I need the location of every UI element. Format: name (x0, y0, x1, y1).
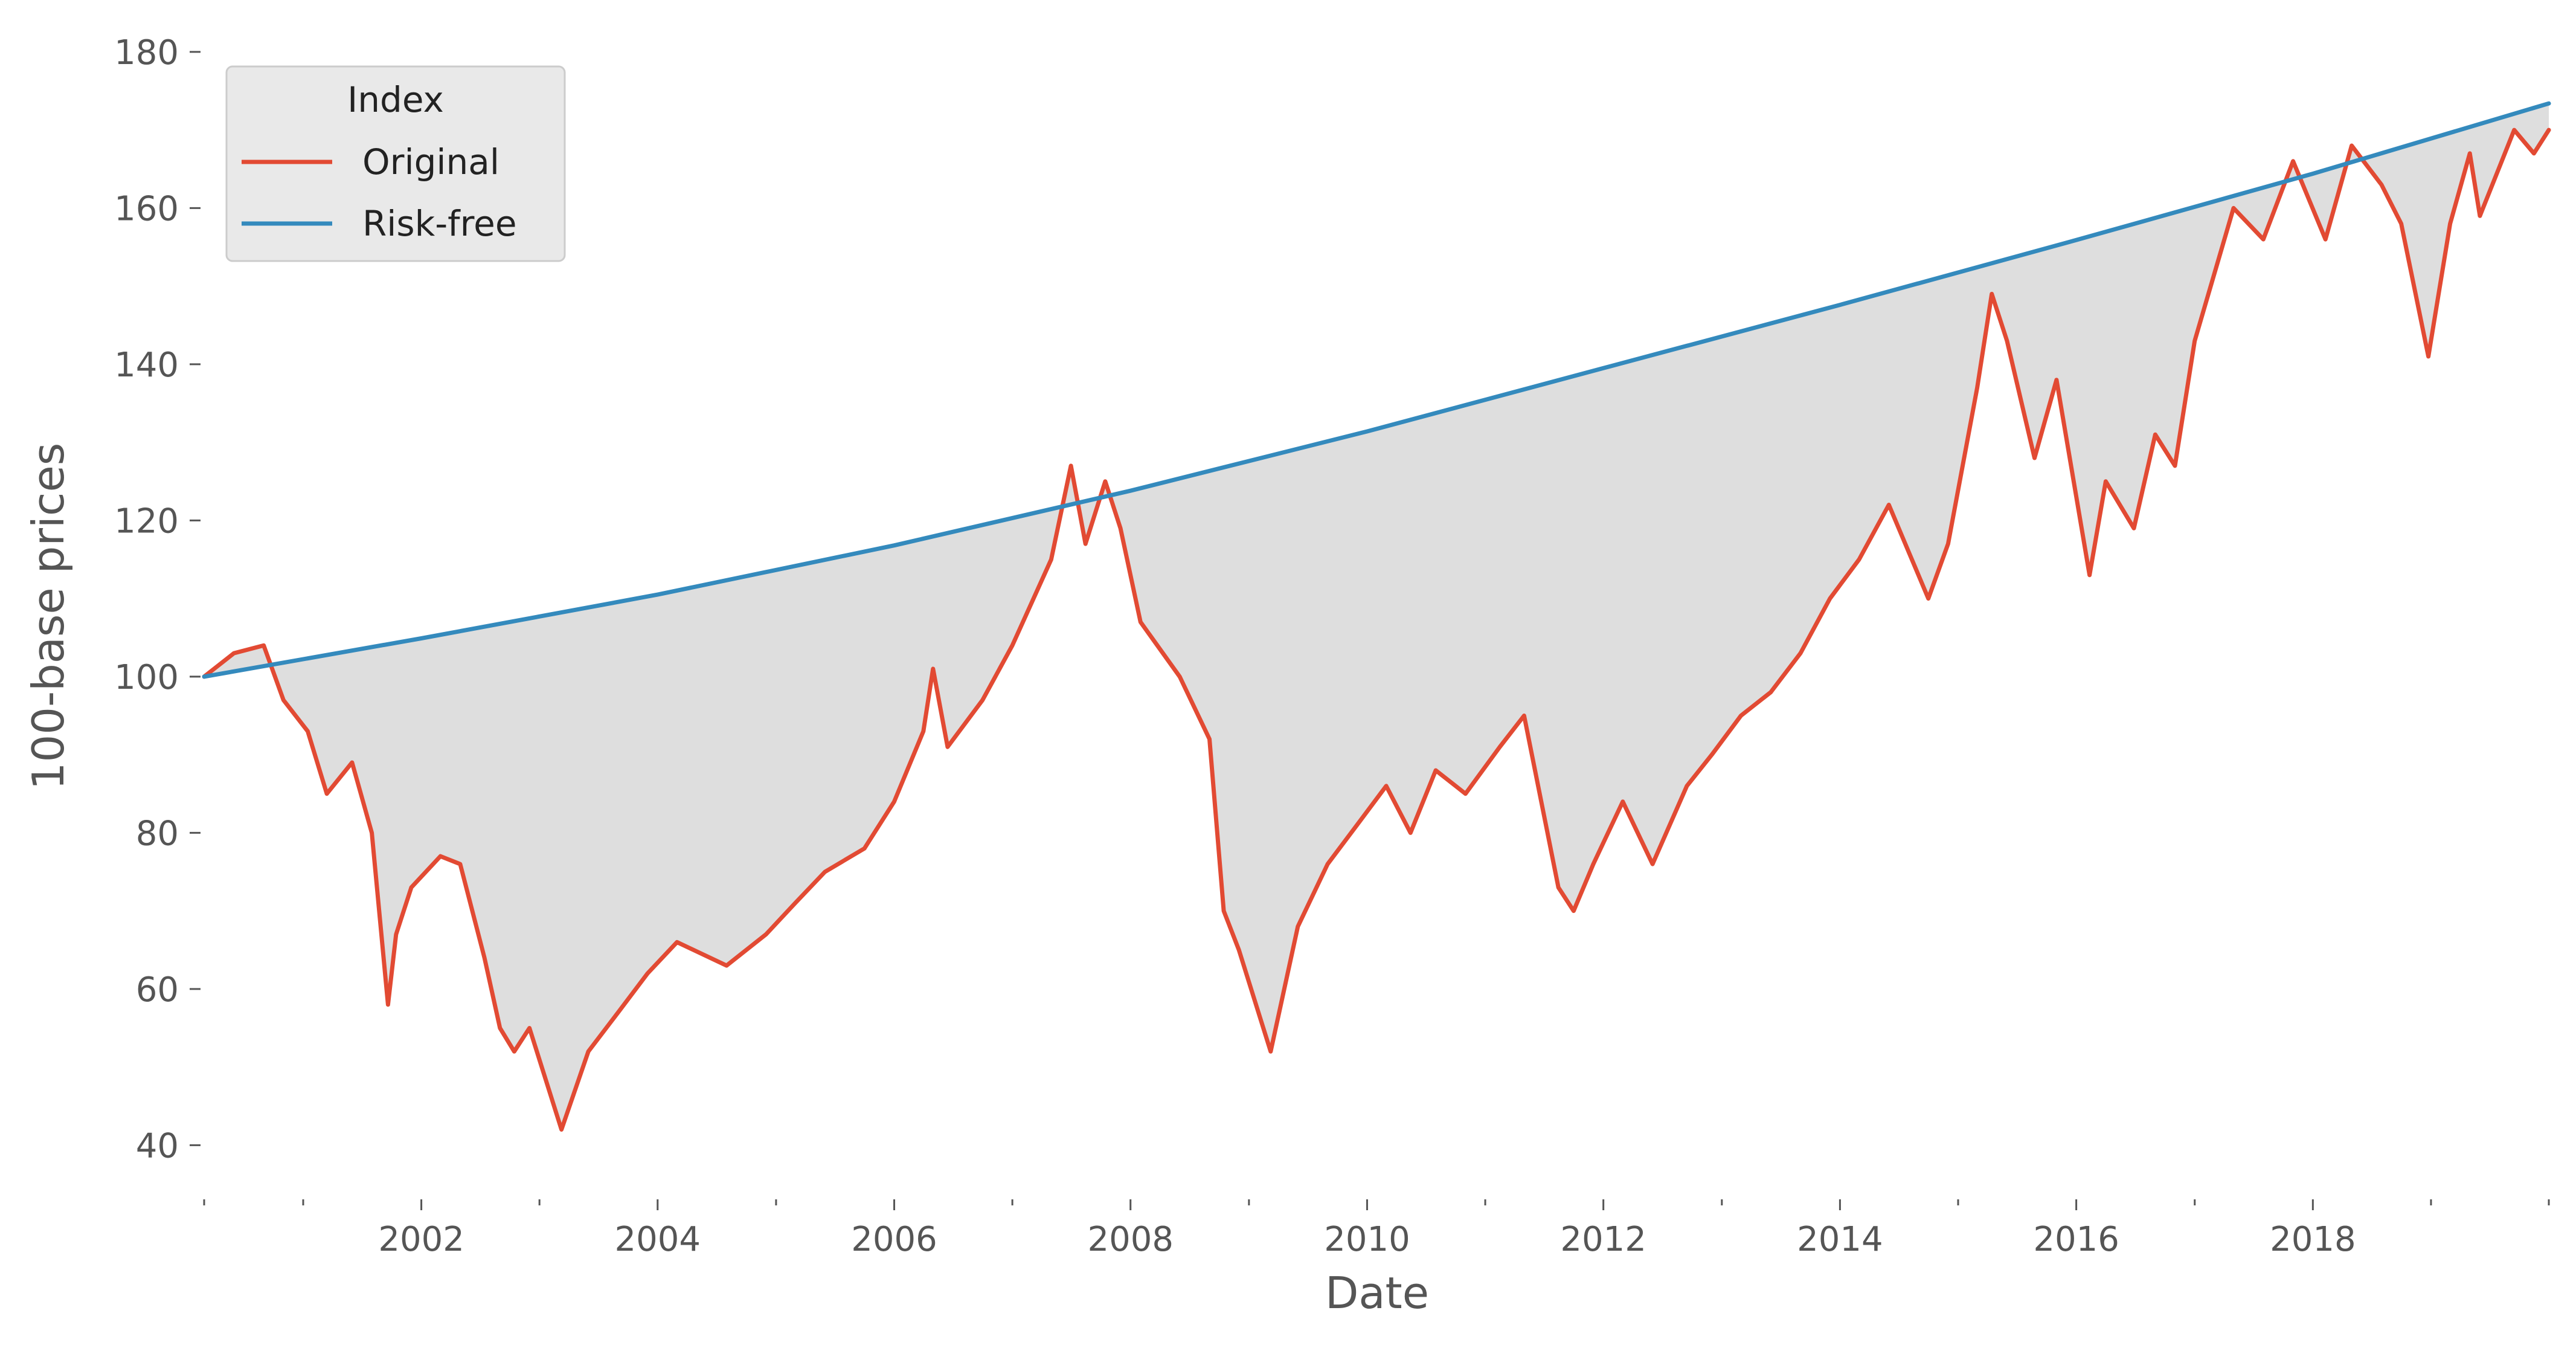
x-tick-label: 2002 (378, 1220, 464, 1259)
x-tick-label: 2016 (2033, 1220, 2119, 1259)
x-tick-label: 2006 (851, 1220, 937, 1259)
x-axis-title: Date (1325, 1268, 1429, 1318)
x-tick-label: 2004 (615, 1220, 701, 1259)
y-axis-title: 100-base prices (23, 443, 74, 790)
series-line-risk-free (202, 101, 2551, 679)
x-tick-label: 2014 (1797, 1220, 1883, 1259)
x-tick-label: 2018 (2270, 1220, 2356, 1259)
legend-label-risk-free: Risk-free (362, 203, 517, 244)
x-tick-label: 2008 (1087, 1220, 1174, 1259)
x-tick-label: 2012 (1560, 1220, 1646, 1259)
y-tick-label: 140 (114, 346, 179, 385)
y-tick-label: 160 (114, 189, 179, 228)
legend-box (225, 65, 566, 262)
x-tick-label: 2010 (1324, 1220, 1410, 1259)
series-line-original (202, 127, 2551, 1132)
y-tick-label: 120 (114, 501, 179, 541)
legend-title: Index (347, 79, 444, 120)
y-tick-label: 100 (114, 658, 179, 697)
y-tick-label: 80 (136, 814, 179, 853)
y-tick-label: 180 (114, 33, 179, 73)
legend: Index Original Risk-free (225, 65, 566, 262)
y-tick-label: 40 (136, 1126, 179, 1166)
y-tick-label: 60 (136, 970, 179, 1010)
drawdown-area (204, 103, 2549, 1130)
legend-label-original: Original (362, 141, 499, 182)
